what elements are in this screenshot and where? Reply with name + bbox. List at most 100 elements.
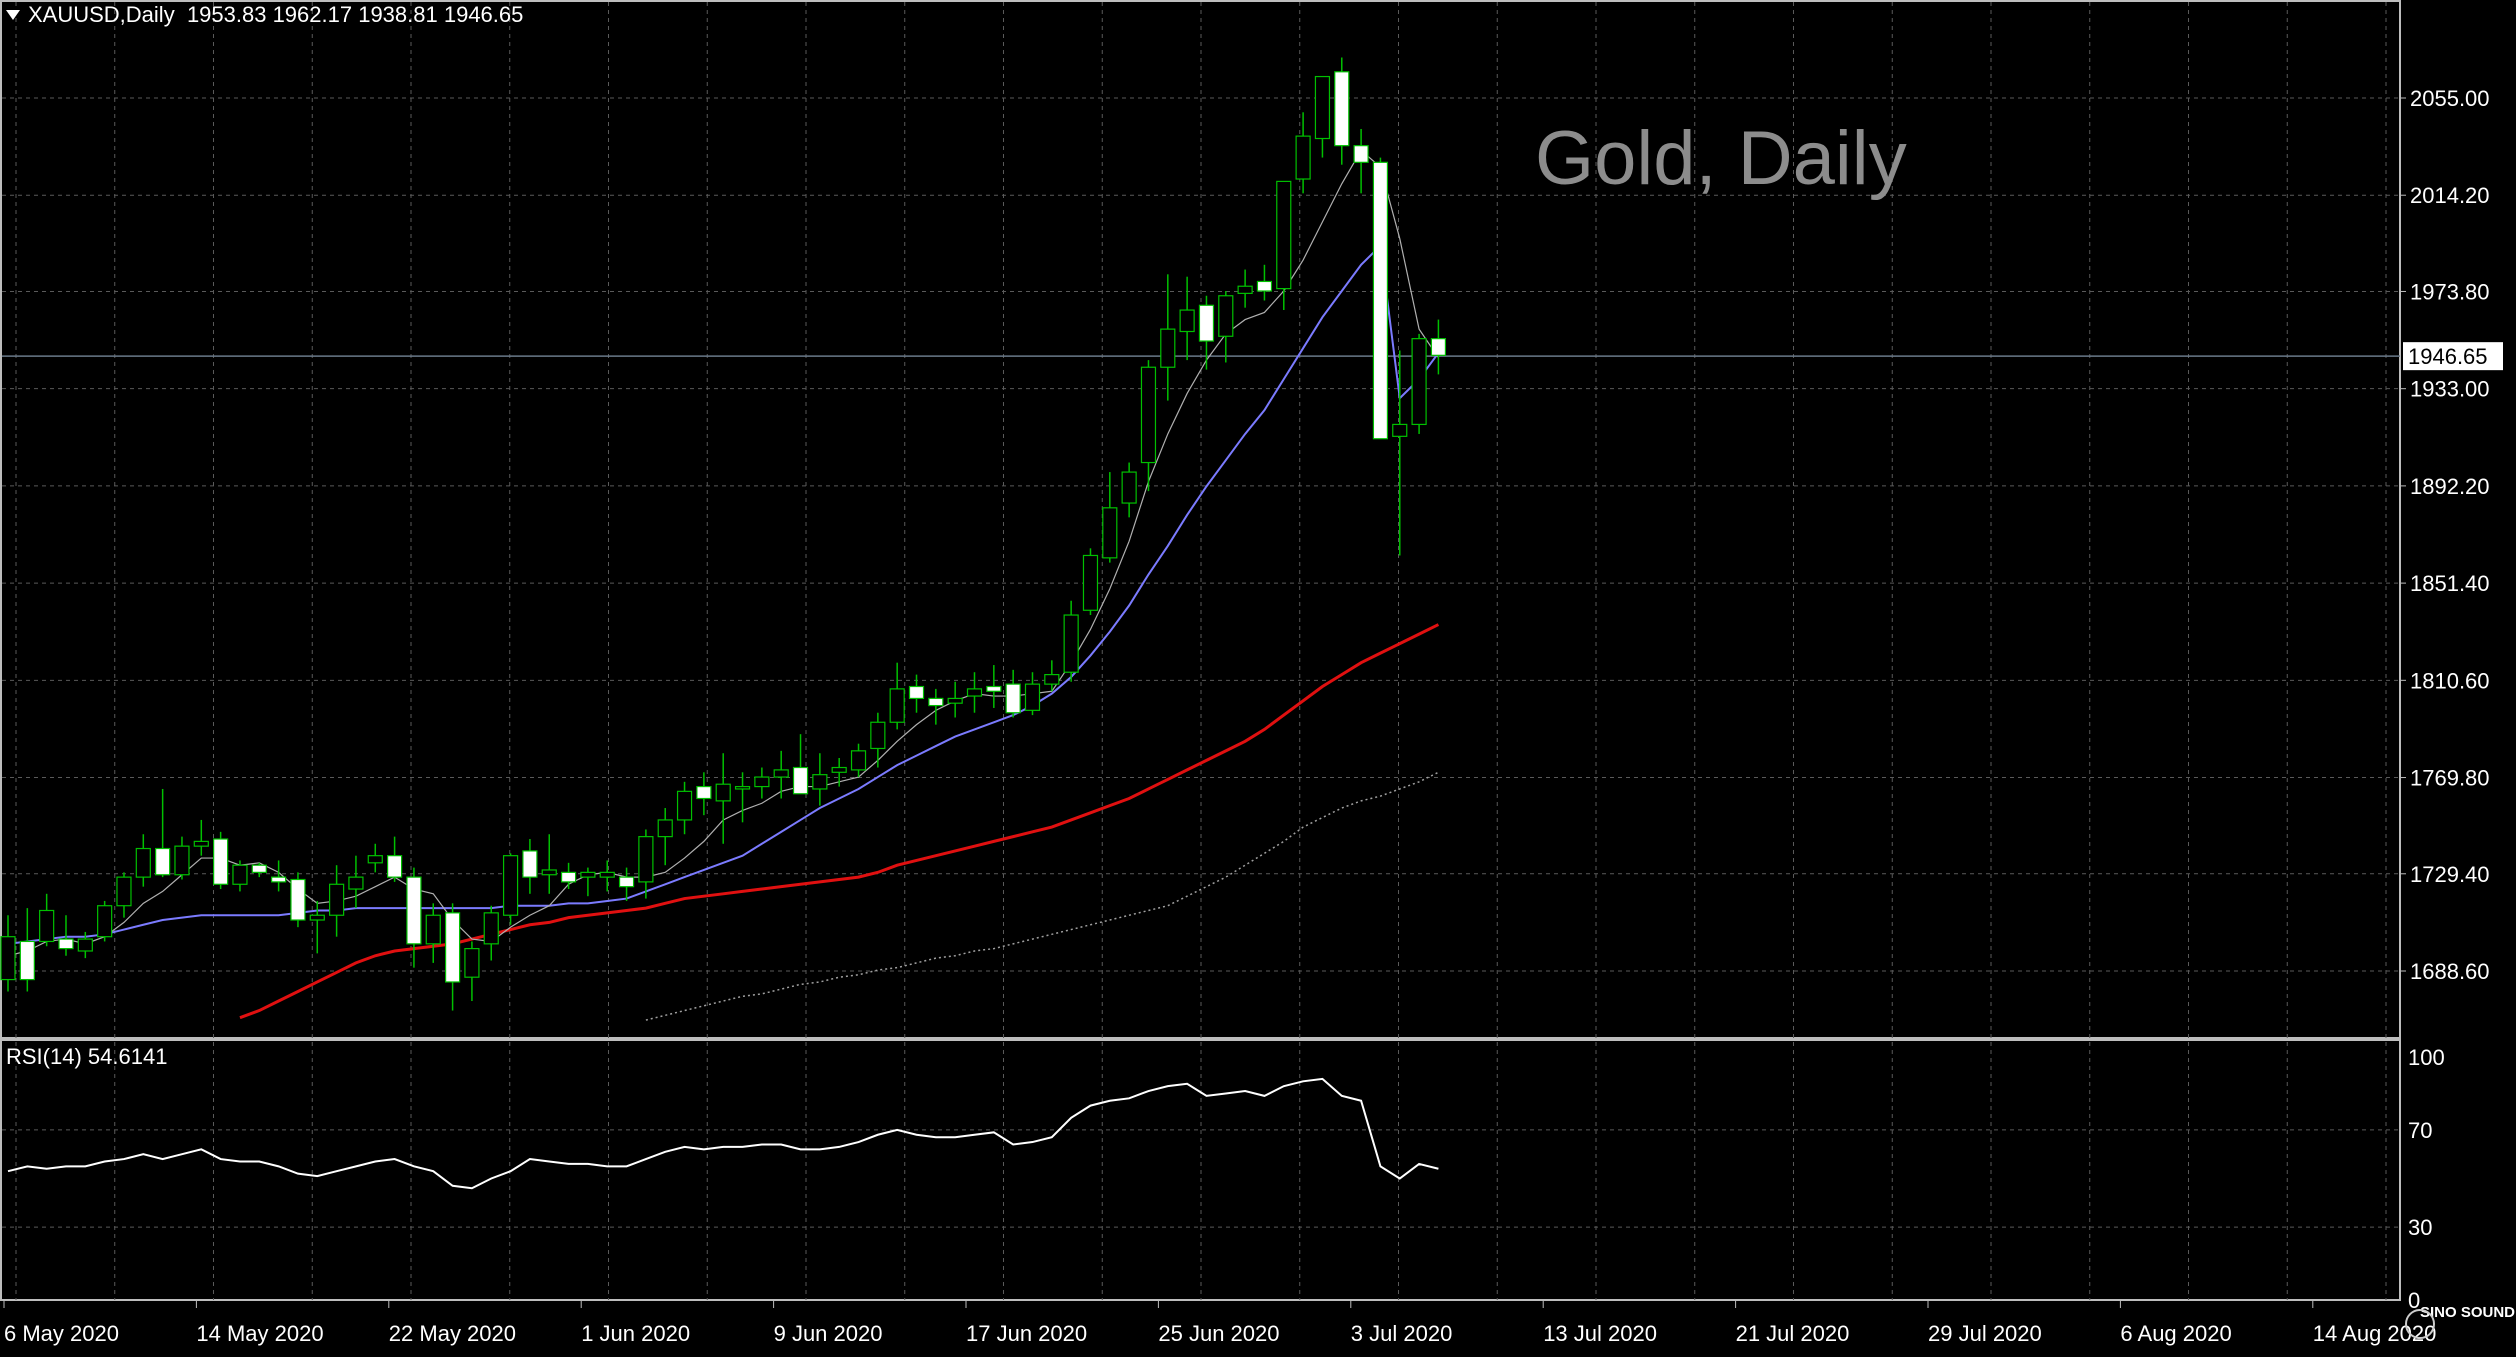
- candles: [0, 57, 1447, 1011]
- candle-body-bear: [560, 871, 577, 883]
- candle: [986, 665, 1002, 708]
- candle: [1082, 548, 1099, 616]
- candle-body-bull: [39, 909, 55, 943]
- candle-body-bull: [0, 936, 16, 981]
- candle: [251, 862, 267, 878]
- candle-body-bear: [387, 855, 403, 878]
- candle: [870, 712, 886, 768]
- candle-body-bull: [77, 938, 93, 952]
- candle-body-bear: [928, 697, 944, 707]
- candle-body-bull: [116, 876, 132, 907]
- candle-body-bull: [348, 876, 364, 890]
- candle: [1218, 290, 1234, 363]
- candle-body-bear: [618, 876, 635, 888]
- candle: [812, 753, 828, 806]
- candle: [155, 788, 171, 878]
- candle: [290, 872, 306, 928]
- candle: [1237, 269, 1253, 308]
- candle: [831, 757, 847, 787]
- candle-body-bear: [522, 850, 538, 878]
- candle-body-bull: [947, 697, 963, 704]
- candle-body-bull: [309, 914, 325, 921]
- candle: [367, 843, 383, 873]
- candle-body-bear: [908, 685, 925, 700]
- candle-body-bear: [1256, 280, 1273, 292]
- candle-body-bear: [1334, 71, 1350, 147]
- y-tick-label: 2055.00: [2410, 86, 2490, 111]
- current-price-label: 1946.65: [2408, 344, 2488, 369]
- ma-mid-line: [7, 243, 1440, 945]
- candle: [966, 672, 983, 713]
- candle: [1044, 660, 1060, 692]
- logo-text: SINO SOUND: [2419, 1304, 2515, 1321]
- candle-body-bear: [1372, 161, 1389, 440]
- candle-body-bear: [792, 766, 809, 795]
- candle: [1295, 112, 1311, 194]
- current-price-badge: [2403, 342, 2503, 371]
- ma-long-line: [645, 771, 1439, 1021]
- candle-body-bull: [831, 766, 847, 773]
- candle-body-bear: [213, 838, 229, 885]
- x-tick-label: 21 Jul 2020: [1736, 1321, 1850, 1346]
- candle: [657, 808, 673, 866]
- rsi-level-label: 30: [2408, 1215, 2432, 1240]
- x-tick-label: 14 May 2020: [196, 1321, 323, 1346]
- x-tick-label: 17 Jun 2020: [966, 1321, 1087, 1346]
- candle-body-bull: [232, 864, 248, 885]
- candle: [792, 734, 809, 795]
- candle-body-bull: [1179, 309, 1195, 333]
- candle-body-bull: [715, 783, 731, 802]
- candle-body-bear: [406, 876, 422, 945]
- candle-body-bull: [1392, 423, 1408, 437]
- candle-body-bear: [1198, 304, 1215, 342]
- dropdown-triangle-icon[interactable]: [6, 10, 20, 20]
- candle: [1276, 180, 1292, 311]
- candle: [1024, 672, 1041, 716]
- candle-body-bull: [1237, 285, 1253, 294]
- candle: [638, 829, 654, 899]
- candle: [232, 860, 248, 892]
- candle-body-bear: [1353, 145, 1369, 163]
- candle: [1179, 276, 1195, 361]
- candle: [1160, 274, 1176, 401]
- candle-body-bear: [155, 847, 171, 876]
- candle-body-bull: [889, 688, 905, 723]
- candle-body-bear: [696, 785, 712, 800]
- candle: [77, 931, 93, 959]
- sino-sound-logo: SINO SOUND: [2405, 1305, 2515, 1351]
- candle: [734, 772, 751, 823]
- candle-body-bear: [986, 685, 1002, 692]
- candle: [908, 674, 925, 713]
- candle: [560, 862, 577, 890]
- candle: [696, 772, 712, 816]
- candle: [135, 834, 151, 887]
- logo-mark-icon: [2405, 1309, 2435, 1339]
- candle-body-bear: [271, 876, 287, 883]
- x-tick-label: 13 Jul 2020: [1543, 1321, 1657, 1346]
- candle-body-bull: [1063, 614, 1079, 673]
- grid: [0, 0, 2401, 1301]
- candle-body-bull: [1276, 180, 1292, 290]
- candle: [754, 767, 770, 799]
- candle-body-bull: [1102, 507, 1118, 559]
- candle-body-bull: [541, 869, 557, 876]
- candle: [425, 903, 441, 963]
- candle-body-bull: [676, 790, 693, 821]
- candle-body-bull: [580, 871, 596, 878]
- candle: [1314, 75, 1331, 158]
- candle-body-bull: [1024, 683, 1041, 711]
- rsi-indicator: [7, 1077, 1439, 1190]
- candle-body-bull: [367, 855, 383, 864]
- y-tick-label: 1973.80: [2410, 279, 2490, 304]
- candle: [1140, 360, 1157, 492]
- candle-body-bull: [135, 847, 151, 878]
- candle: [116, 872, 132, 918]
- x-tick-label: 22 May 2020: [389, 1321, 516, 1346]
- x-tick-label: 9 Jun 2020: [774, 1321, 883, 1346]
- candle: [580, 867, 596, 897]
- candle: [502, 853, 519, 925]
- candle: [193, 819, 209, 856]
- candle-body-bull: [850, 750, 867, 771]
